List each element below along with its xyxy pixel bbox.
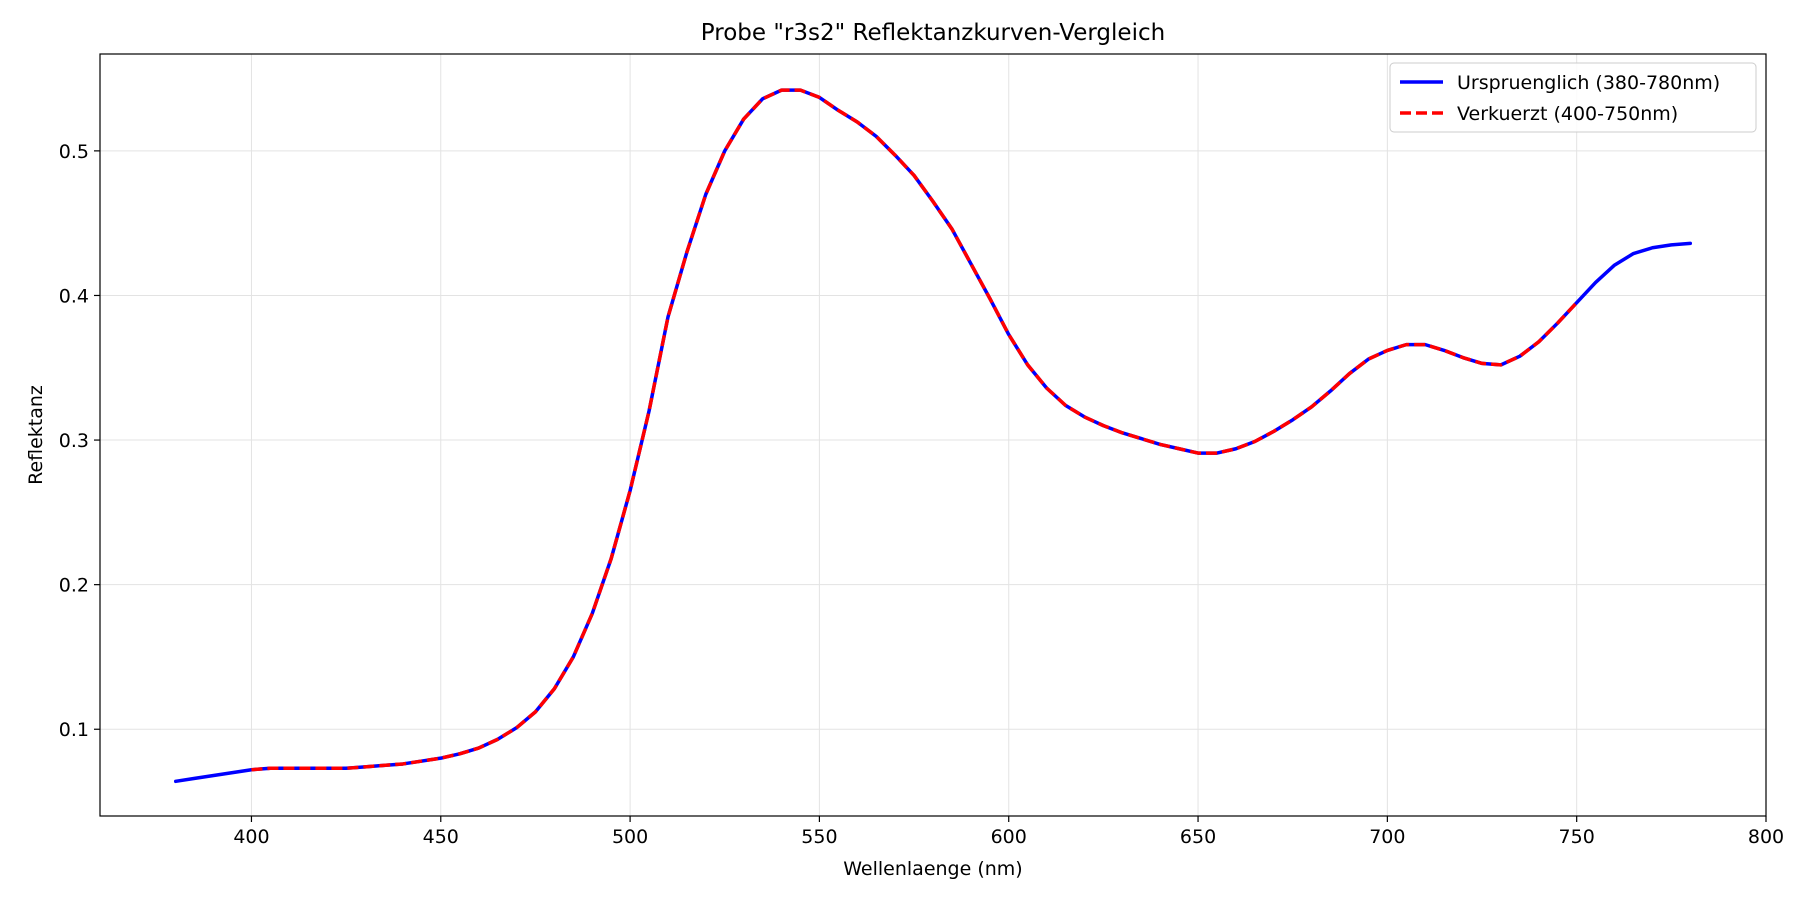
- x-tick-label: 750: [1559, 826, 1595, 848]
- legend: Urspruenglich (380-780nm) Verkuerzt (400…: [1389, 62, 1757, 133]
- x-tick-label: 550: [801, 826, 837, 848]
- plot-frame: [99, 53, 1767, 817]
- x-tick-label: 600: [991, 826, 1027, 848]
- y-tick-label: 0.2: [59, 575, 89, 597]
- chart-title: Probe "r3s2" Reflektanzkurven-Vergleich: [701, 20, 1165, 46]
- grid-lines: [100, 54, 1767, 816]
- legend-label-shortened: Verkuerzt (400-750nm): [1457, 103, 1678, 125]
- y-tick-label: 0.1: [59, 719, 89, 741]
- series-lines: [173, 88, 1693, 784]
- x-tick-label: 800: [1748, 826, 1784, 848]
- x-axis-label: Wellenlaenge (nm): [843, 858, 1022, 880]
- x-tick-label: 500: [612, 826, 648, 848]
- x-tick-label: 400: [233, 826, 269, 848]
- x-tick-label: 700: [1369, 826, 1405, 848]
- legend-label-original: Urspruenglich (380-780nm): [1457, 72, 1720, 94]
- x-tick-label: 650: [1180, 826, 1216, 848]
- x-tick-label: 450: [423, 826, 459, 848]
- y-tick-label: 0.5: [59, 141, 89, 163]
- y-tick-label: 0.3: [59, 430, 89, 452]
- legend-box: [1389, 62, 1757, 133]
- y-axis-label: Reflektanz: [25, 385, 47, 485]
- series-line-shortened: [251, 88, 1578, 772]
- y-tick-label: 0.4: [59, 285, 89, 307]
- y-axis-ticks: 0.1 0.2 0.3 0.4 0.5: [59, 141, 100, 741]
- x-axis-ticks: 400 450 500 550 600 650 700 750 800: [233, 816, 1784, 848]
